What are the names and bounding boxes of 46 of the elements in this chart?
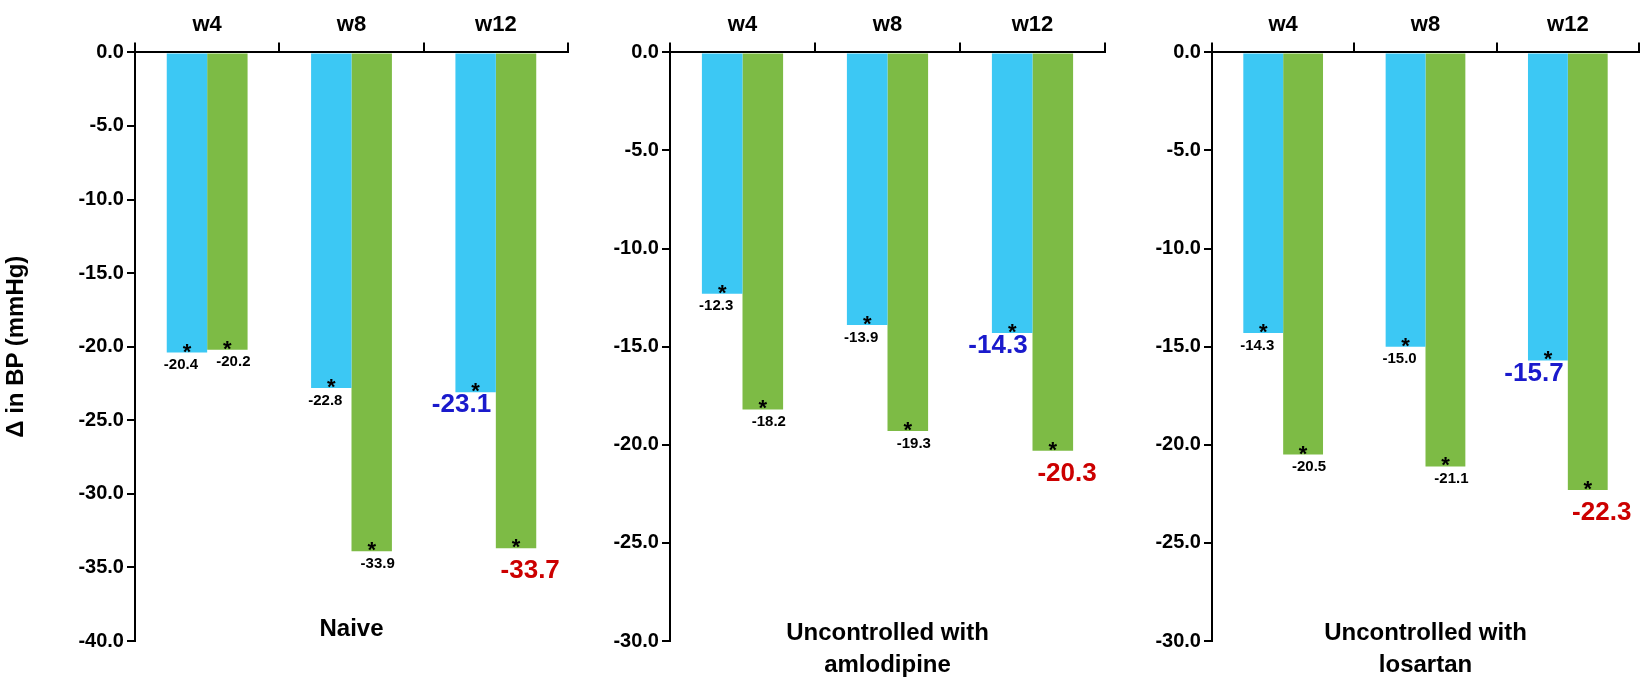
y-axis-title: Δ in BP (mmHg) <box>1 255 29 438</box>
data-label: -20.2 <box>216 352 251 370</box>
y-tick-label: -5.0 <box>89 113 124 136</box>
x-tick-label: w8 <box>871 11 903 37</box>
y-tick-label: -30.0 <box>78 481 124 504</box>
y-tick-label: -10.0 <box>613 236 659 259</box>
y-tick-label: -35.0 <box>78 554 124 577</box>
y-tick-label: -20.0 <box>1155 432 1201 455</box>
data-label: -33.9 <box>360 553 395 571</box>
x-axis-title: Uncontrolled with amlodipine <box>786 618 989 677</box>
y-tick-label: -15.0 <box>78 260 124 283</box>
y-tick-label: -25.0 <box>78 407 124 430</box>
x-tick-label: w8 <box>335 11 367 37</box>
x-tick-label: w4 <box>1267 11 1299 37</box>
data-label: -20.5 <box>1291 457 1327 475</box>
y-tick-label: -15.0 <box>613 334 659 357</box>
x-tick-label: w12 <box>1546 11 1589 37</box>
y-tick-label: -5.0 <box>624 138 659 161</box>
x-axis-title: Uncontrolled with losartan <box>1324 618 1527 677</box>
y-tick-label: -25.0 <box>1155 530 1201 553</box>
x-tick-label: w8 <box>1409 11 1441 37</box>
y-tick-label: 0.0 <box>631 39 659 62</box>
x-tick-label: w4 <box>726 11 758 37</box>
data-label: -20.4 <box>163 355 199 373</box>
data-label: -21.1 <box>1434 469 1469 487</box>
y-tick-label: -30.0 <box>613 628 659 651</box>
x-tick-label: w4 <box>191 11 223 37</box>
y-tick-label: -30.0 <box>1155 628 1201 651</box>
y-tick-label: -40.0 <box>78 628 124 651</box>
y-tick-label: -15.0 <box>1155 334 1201 357</box>
y-tick-label: -5.0 <box>1166 138 1201 161</box>
data-label: -18.2 <box>751 412 786 430</box>
y-tick-label: -10.0 <box>78 187 124 210</box>
x-axis-title: Naive <box>319 614 384 641</box>
data-label: -15.0 <box>1382 349 1417 367</box>
y-tick-label: -10.0 <box>1155 236 1201 259</box>
y-tick-label: -20.0 <box>613 432 659 455</box>
data-label: -13.9 <box>844 327 879 345</box>
x-tick-label: w12 <box>1010 11 1054 37</box>
y-tick-label: 0.0 <box>96 39 124 62</box>
data-label: -19.3 <box>896 433 931 451</box>
y-tick-label: 0.0 <box>1173 39 1201 62</box>
y-tick-label: -25.0 <box>613 530 659 553</box>
x-tick-label: w12 <box>474 11 517 37</box>
data-label: -12.3 <box>699 296 734 314</box>
y-tick-label: -20.0 <box>78 334 124 357</box>
